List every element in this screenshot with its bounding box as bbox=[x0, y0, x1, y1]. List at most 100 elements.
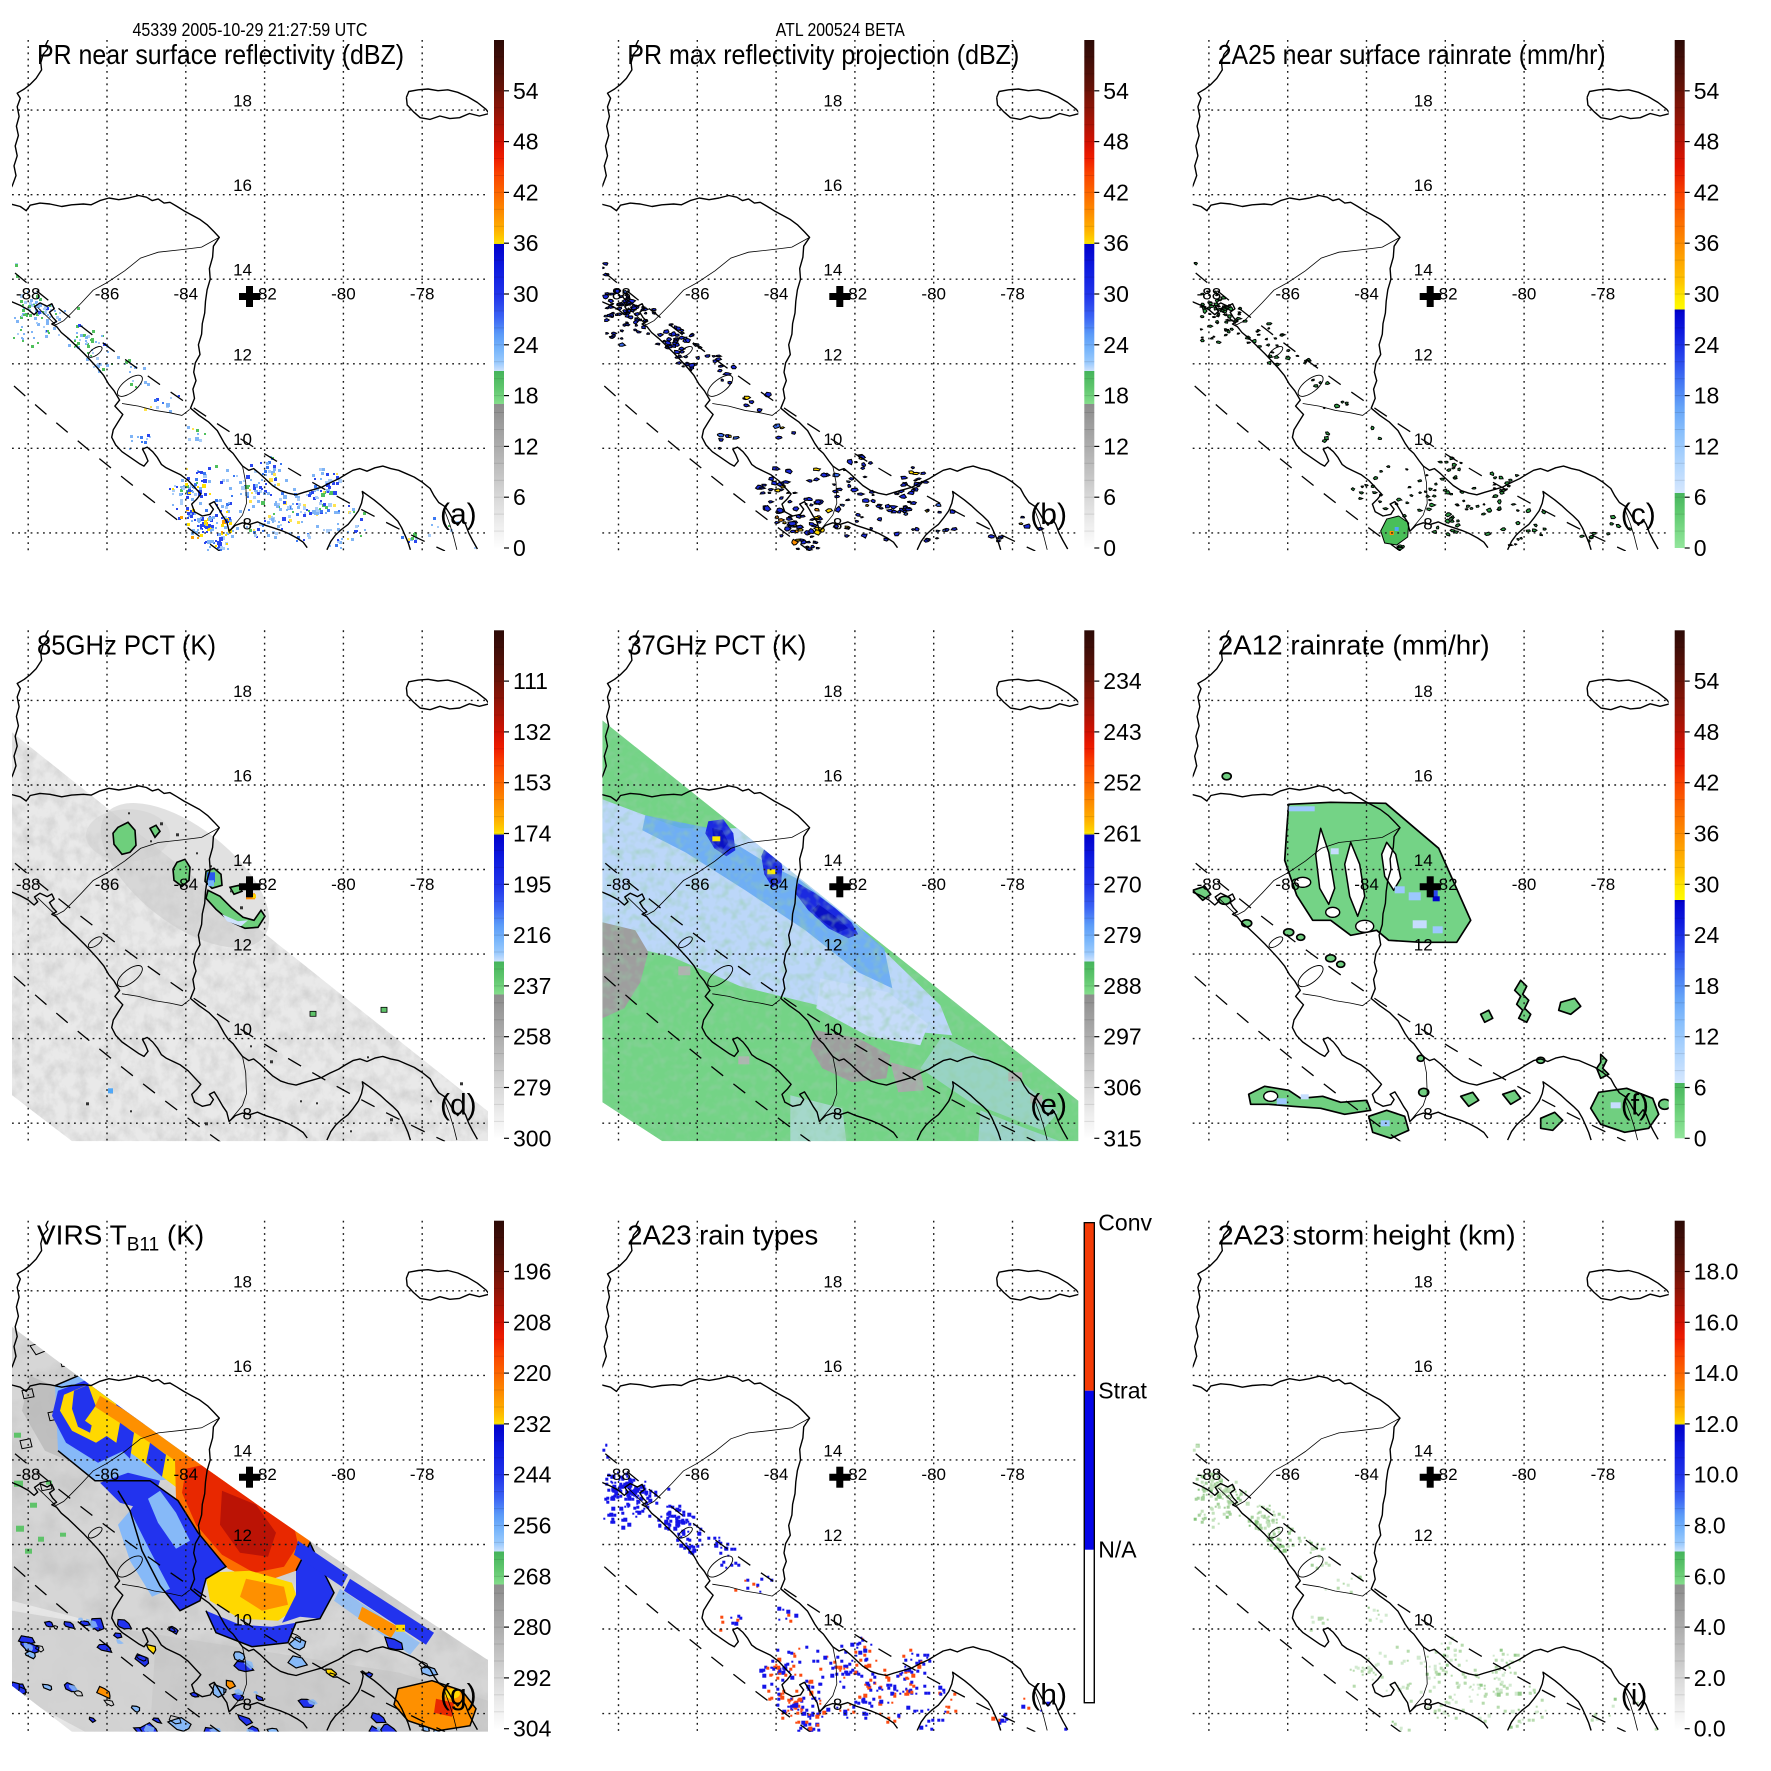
svg-text:220: 220 bbox=[513, 1360, 551, 1386]
svg-text:18: 18 bbox=[1103, 383, 1129, 409]
svg-text:8: 8 bbox=[1423, 514, 1432, 533]
svg-text:PR max reflectivity projection: PR max reflectivity projection (dBZ) bbox=[627, 39, 1019, 70]
svg-text:196: 196 bbox=[513, 1259, 551, 1285]
svg-text:306: 306 bbox=[1103, 1075, 1141, 1101]
svg-text:0.0: 0.0 bbox=[1694, 1716, 1726, 1742]
svg-text:18: 18 bbox=[823, 92, 842, 111]
svg-text:-86: -86 bbox=[685, 285, 710, 304]
svg-text:-80: -80 bbox=[331, 285, 356, 304]
svg-text:12: 12 bbox=[823, 936, 842, 955]
svg-text:2A12 rainrate (mm/hr): 2A12 rainrate (mm/hr) bbox=[1218, 629, 1490, 660]
svg-text:-88: -88 bbox=[16, 875, 41, 894]
svg-text:8: 8 bbox=[243, 1695, 252, 1714]
svg-text:42: 42 bbox=[1103, 179, 1129, 205]
svg-text:0: 0 bbox=[1694, 535, 1707, 561]
svg-text:16: 16 bbox=[233, 176, 252, 195]
svg-text:37GHz PCT (K): 37GHz PCT (K) bbox=[627, 629, 806, 660]
svg-text:252: 252 bbox=[1103, 770, 1141, 796]
svg-text:-86: -86 bbox=[95, 1465, 120, 1484]
svg-text:-88: -88 bbox=[16, 1465, 41, 1484]
svg-text:18: 18 bbox=[823, 1272, 842, 1291]
svg-text:-88: -88 bbox=[1197, 285, 1222, 304]
svg-text:14: 14 bbox=[233, 261, 252, 280]
svg-text:18: 18 bbox=[513, 383, 539, 409]
svg-text:16: 16 bbox=[233, 767, 252, 786]
svg-text:-80: -80 bbox=[1512, 285, 1537, 304]
svg-text:(c): (c) bbox=[1621, 498, 1656, 531]
svg-text:268: 268 bbox=[513, 1563, 551, 1589]
svg-text:16: 16 bbox=[823, 1357, 842, 1376]
svg-text:-84: -84 bbox=[1354, 875, 1379, 894]
svg-text:279: 279 bbox=[513, 1075, 551, 1101]
svg-text:-88: -88 bbox=[1197, 1465, 1222, 1484]
svg-text:18: 18 bbox=[1414, 682, 1433, 701]
svg-text:30: 30 bbox=[1694, 871, 1720, 897]
svg-text:-78: -78 bbox=[1591, 285, 1616, 304]
svg-text:-84: -84 bbox=[764, 285, 789, 304]
svg-text:-78: -78 bbox=[410, 875, 435, 894]
svg-text:14: 14 bbox=[1414, 261, 1433, 280]
svg-text:6.0: 6.0 bbox=[1694, 1563, 1726, 1589]
svg-text:(d): (d) bbox=[440, 1088, 477, 1121]
svg-text:-88: -88 bbox=[1197, 875, 1222, 894]
svg-text:12: 12 bbox=[823, 345, 842, 364]
svg-text:N/A: N/A bbox=[1098, 1537, 1137, 1563]
svg-text:10: 10 bbox=[1414, 1020, 1433, 1039]
svg-text:6: 6 bbox=[1103, 484, 1116, 510]
svg-text:132: 132 bbox=[513, 719, 551, 745]
svg-text:12: 12 bbox=[513, 433, 539, 459]
svg-text:288: 288 bbox=[1103, 973, 1141, 999]
svg-text:-88: -88 bbox=[606, 285, 631, 304]
svg-text:2.0: 2.0 bbox=[1694, 1665, 1726, 1691]
svg-text:24: 24 bbox=[1694, 922, 1720, 948]
svg-text:16.0: 16.0 bbox=[1694, 1309, 1739, 1335]
svg-text:85GHz PCT (K): 85GHz PCT (K) bbox=[37, 629, 216, 660]
svg-text:2A23 rain types: 2A23 rain types bbox=[627, 1220, 818, 1251]
svg-text:ATL 200524 BETA: ATL 200524 BETA bbox=[776, 20, 905, 40]
svg-text:8: 8 bbox=[833, 1105, 842, 1124]
svg-text:10: 10 bbox=[1414, 1611, 1433, 1630]
svg-text:2A25 near surface rainrate (mm: 2A25 near surface rainrate (mm/hr) bbox=[1218, 39, 1606, 70]
svg-text:6: 6 bbox=[1694, 1075, 1707, 1101]
svg-text:4.0: 4.0 bbox=[1694, 1614, 1726, 1640]
svg-text:270: 270 bbox=[1103, 871, 1141, 897]
svg-text:48: 48 bbox=[513, 129, 539, 155]
svg-text:45339 2005-10-29 21:27:59 UTC: 45339 2005-10-29 21:27:59 UTC bbox=[133, 20, 368, 40]
svg-text:Strat: Strat bbox=[1098, 1378, 1147, 1404]
svg-text:(b): (b) bbox=[1030, 498, 1067, 531]
svg-text:14: 14 bbox=[823, 261, 842, 280]
svg-text:24: 24 bbox=[513, 332, 539, 358]
svg-text:-78: -78 bbox=[1000, 1465, 1025, 1484]
svg-text:12: 12 bbox=[823, 1526, 842, 1545]
svg-text:36: 36 bbox=[1694, 821, 1720, 847]
svg-text:30: 30 bbox=[1103, 281, 1129, 307]
svg-text:-88: -88 bbox=[16, 285, 41, 304]
svg-text:2A23 storm height (km): 2A23 storm height (km) bbox=[1218, 1220, 1516, 1251]
svg-text:14: 14 bbox=[823, 851, 842, 870]
svg-text:-88: -88 bbox=[606, 1465, 631, 1484]
svg-text:6: 6 bbox=[513, 484, 526, 510]
svg-text:48: 48 bbox=[1694, 129, 1720, 155]
svg-text:12: 12 bbox=[233, 345, 252, 364]
svg-text:-84: -84 bbox=[1354, 285, 1379, 304]
svg-text:-86: -86 bbox=[95, 875, 120, 894]
svg-text:279: 279 bbox=[1103, 922, 1141, 948]
svg-text:234: 234 bbox=[1103, 668, 1142, 694]
svg-text:8: 8 bbox=[1423, 1695, 1432, 1714]
svg-text:261: 261 bbox=[1103, 821, 1141, 847]
svg-text:6: 6 bbox=[1694, 484, 1707, 510]
svg-text:174: 174 bbox=[513, 821, 552, 847]
svg-text:16: 16 bbox=[1414, 176, 1433, 195]
svg-text:-84: -84 bbox=[764, 1465, 789, 1484]
svg-text:16: 16 bbox=[823, 176, 842, 195]
svg-text:36: 36 bbox=[1694, 230, 1720, 256]
svg-text:-80: -80 bbox=[331, 875, 356, 894]
svg-text:-80: -80 bbox=[921, 875, 946, 894]
svg-text:(a): (a) bbox=[440, 498, 477, 531]
svg-text:14: 14 bbox=[1414, 851, 1433, 870]
svg-text:42: 42 bbox=[513, 179, 539, 205]
svg-text:30: 30 bbox=[513, 281, 539, 307]
svg-text:18: 18 bbox=[233, 682, 252, 701]
svg-text:0: 0 bbox=[1103, 535, 1116, 561]
svg-text:(h): (h) bbox=[1030, 1679, 1067, 1712]
